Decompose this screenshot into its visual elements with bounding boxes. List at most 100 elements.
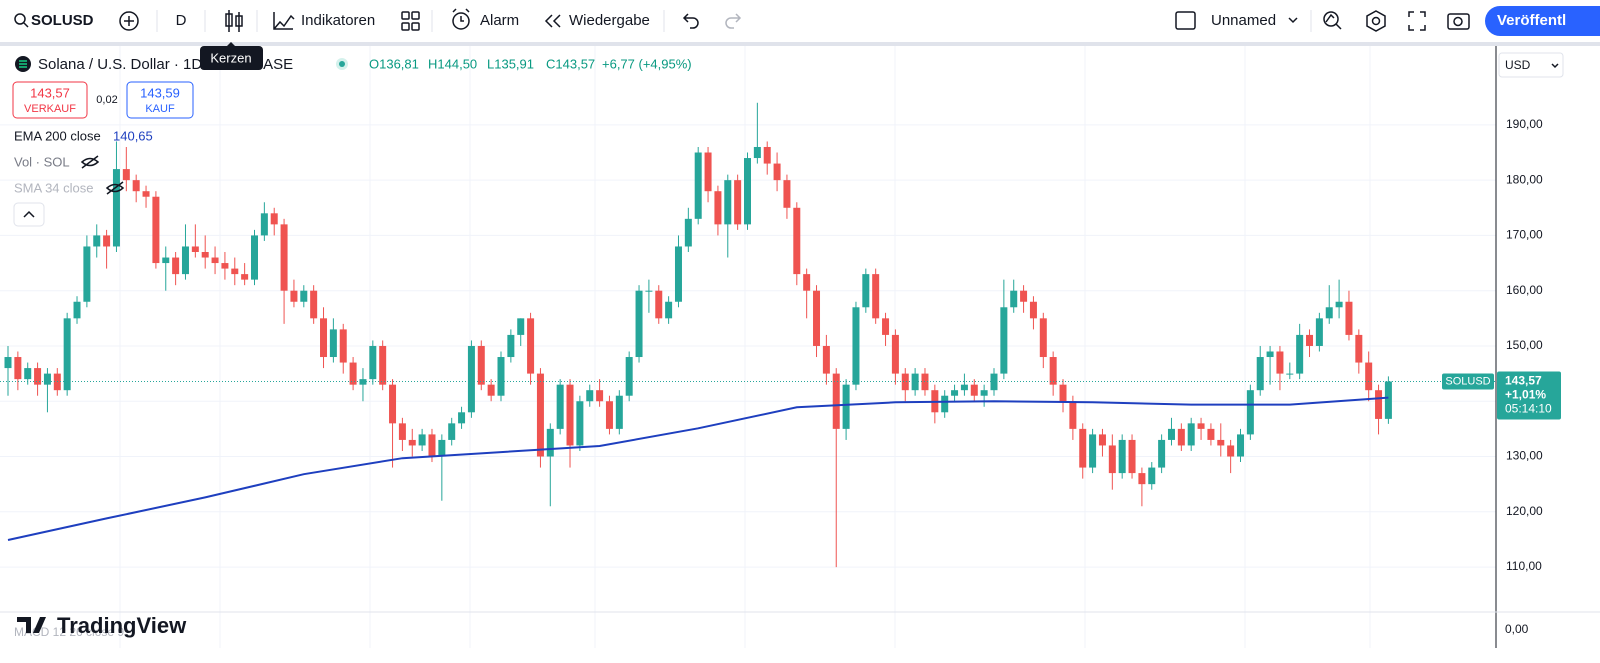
- chart-type-button[interactable]: [225, 10, 243, 32]
- symbol-search[interactable]: SOLUSD: [14, 12, 94, 29]
- candle-body: [428, 434, 436, 457]
- candle-body: [941, 395, 949, 413]
- tooltip-text: Kerzen: [210, 50, 251, 65]
- candle-body: [783, 180, 791, 208]
- candle-body: [645, 290, 653, 292]
- fullscreen-button[interactable]: [1408, 11, 1426, 31]
- candle-body: [1167, 428, 1175, 440]
- y-tick-label: 150,00: [1506, 338, 1543, 352]
- candle-body: [201, 252, 209, 258]
- layout-name[interactable]: Unnamed: [1211, 12, 1276, 29]
- ema-value: 140,65: [113, 128, 153, 143]
- collapse-button[interactable]: [13, 202, 45, 227]
- undo-button[interactable]: [682, 13, 699, 29]
- sell-button[interactable]: [12, 81, 88, 119]
- tooltip: Kerzen: [200, 42, 263, 70]
- candle-body: [773, 163, 781, 181]
- templates-button[interactable]: [401, 11, 420, 31]
- candle-body: [270, 213, 278, 225]
- tooltip-arrow: [226, 42, 236, 47]
- candle-body: [832, 373, 840, 429]
- market-status-dot: [339, 61, 345, 67]
- alert-button[interactable]: Alarm: [452, 8, 519, 30]
- candle-body: [655, 290, 663, 319]
- candle-body: [556, 384, 564, 429]
- hidden-icon[interactable]: [105, 181, 125, 195]
- symbol-logo-mark: [19, 60, 27, 68]
- candle-body: [1020, 290, 1028, 302]
- price-axis-bg: [1497, 46, 1600, 663]
- candle-body: [122, 169, 130, 181]
- candle-body: [398, 423, 406, 440]
- layout-chevron[interactable]: [1288, 17, 1298, 24]
- y-tick-label: 160,00: [1506, 283, 1543, 297]
- currency-button[interactable]: [1498, 52, 1564, 78]
- buy-button[interactable]: [126, 81, 194, 119]
- candle-body: [103, 235, 111, 247]
- publish-button[interactable]: [1485, 6, 1600, 36]
- candle-body: [793, 207, 801, 275]
- candle-body: [891, 334, 899, 374]
- settings-button[interactable]: [1366, 10, 1386, 32]
- candle-body: [497, 357, 505, 396]
- symbol-tag: SOLUSD: [1445, 375, 1490, 387]
- candle-body: [842, 384, 850, 429]
- compare-button[interactable]: [119, 11, 139, 31]
- candle-body: [1384, 381, 1392, 419]
- candle-body: [1266, 351, 1274, 358]
- buy-price: 143,59: [140, 85, 180, 100]
- candle-body: [1375, 390, 1383, 419]
- candle-body: [162, 257, 170, 264]
- candle-body: [1286, 373, 1294, 375]
- candle-body: [1246, 390, 1254, 435]
- search-icon: [14, 13, 26, 25]
- candle-body: [1059, 384, 1067, 402]
- candle-body: [694, 152, 702, 219]
- candle-body: [684, 218, 692, 247]
- replay-button[interactable]: Wiedergabe: [544, 12, 650, 29]
- plus-icon: [119, 11, 139, 31]
- toolbar-border: [0, 42, 1600, 46]
- candle-body: [596, 390, 604, 402]
- candle-body: [1118, 439, 1126, 474]
- brand-logo: [17, 617, 46, 633]
- screenshot-button[interactable]: [1447, 13, 1470, 30]
- indicators-label: Indikatoren: [301, 12, 375, 29]
- candle-body: [320, 318, 328, 358]
- layout-checkbox[interactable]: [1175, 11, 1196, 30]
- candle-body: [813, 290, 821, 346]
- y-tick-label: 170,00: [1506, 228, 1543, 242]
- indicators-button[interactable]: Indikatoren: [273, 12, 375, 30]
- candle-body: [1227, 445, 1235, 457]
- candle-body: [4, 357, 12, 369]
- candle-body: [704, 152, 712, 192]
- price-tag-bg: [1497, 371, 1561, 420]
- candle-body: [1276, 351, 1284, 374]
- spread: 0,02: [96, 94, 117, 106]
- candle-body: [724, 180, 732, 225]
- candle-body: [1296, 334, 1304, 374]
- candle-body: [14, 357, 22, 380]
- y-tick-label: 130,00: [1506, 449, 1543, 463]
- candle-body: [389, 384, 397, 424]
- toolbar-bg: [0, 0, 1600, 42]
- publish-label: Veröffentl: [1497, 12, 1566, 29]
- redo-button[interactable]: [725, 13, 742, 29]
- hidden-icon[interactable]: [80, 155, 100, 169]
- macd-axis-label: 0,00: [1505, 622, 1529, 636]
- candle-body: [951, 390, 959, 396]
- candle-body: [1315, 318, 1323, 346]
- candle-body: [1010, 290, 1018, 308]
- candle-body: [901, 373, 909, 391]
- grid-icon: [401, 11, 410, 20]
- interval[interactable]: D: [176, 12, 187, 29]
- quick-search[interactable]: [1323, 11, 1342, 30]
- plot-area: SOLUSD: [0, 46, 1496, 648]
- candle-body: [1148, 467, 1156, 485]
- replay-icon: [544, 14, 561, 28]
- candle-body: [546, 428, 554, 457]
- candle-body: [882, 318, 890, 335]
- candle-body: [73, 301, 81, 319]
- y-tick-label: 110,00: [1506, 559, 1542, 573]
- price-axis: USD 0,00 110,00120,00130,00140,00150,001…: [0, 46, 1600, 663]
